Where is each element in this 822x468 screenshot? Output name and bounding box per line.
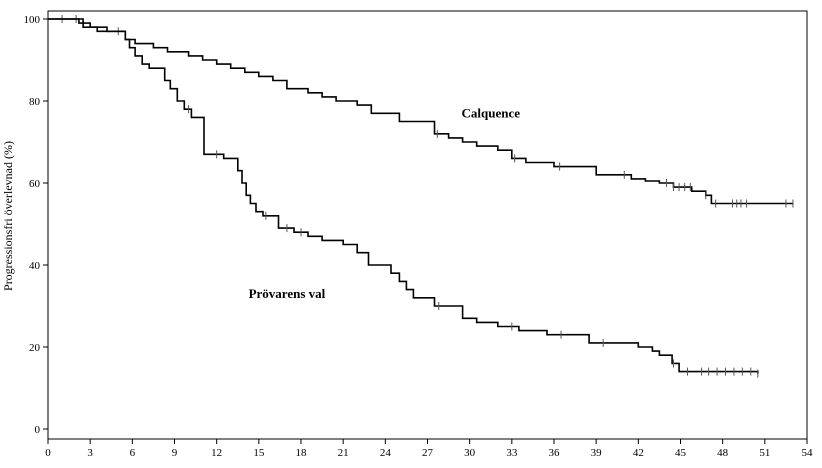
x-tick-label: 3	[87, 447, 93, 459]
y-axis-label: Progressionsfri överlevnad (%)	[1, 141, 15, 291]
series-layer	[48, 15, 794, 378]
y-ticks: 0 20 40 60 80 100	[24, 14, 48, 436]
x-tick-label: 36	[549, 447, 561, 459]
x-tick-label: 30	[464, 447, 476, 459]
y-tick-label: 20	[29, 342, 41, 354]
series-line-provarens-val	[48, 18, 759, 374]
x-tick-label: 39	[591, 447, 603, 459]
x-tick-label: 21	[338, 447, 349, 459]
x-tick-label: 12	[211, 447, 222, 459]
annotation-layer: Calquence Prövarens val	[249, 105, 521, 300]
y-tick-label: 80	[29, 96, 41, 108]
x-tick-label: 18	[296, 447, 308, 459]
y-tick-label: 0	[35, 424, 41, 436]
plot-frame	[47, 10, 808, 440]
y-tick-label: 40	[29, 260, 41, 272]
x-tick-label: 15	[253, 447, 265, 459]
x-tick-label: 27	[422, 447, 434, 459]
x-ticks: 0 3 6 9 12 15 18 21 24 27 30 33 36 39 42 45 48 51 54	[45, 439, 813, 459]
x-tick-label: 33	[506, 447, 518, 459]
x-tick-label: 42	[633, 447, 644, 459]
series-label: Prövarens val	[249, 286, 326, 301]
x-tick-label: 0	[45, 447, 51, 459]
series-label: Calquence	[462, 105, 521, 120]
x-tick-label: 45	[675, 447, 687, 459]
x-tick-label: 9	[172, 447, 178, 459]
y-tick-label: 60	[29, 178, 41, 190]
y-tick-label: 100	[24, 14, 41, 26]
x-tick-label: 6	[130, 447, 136, 459]
series-line-calquence	[48, 18, 793, 205]
x-tick-label: 24	[380, 447, 392, 459]
x-tick-label: 51	[759, 447, 770, 459]
x-tick-label: 54	[802, 447, 814, 459]
x-tick-label: 48	[717, 447, 729, 459]
